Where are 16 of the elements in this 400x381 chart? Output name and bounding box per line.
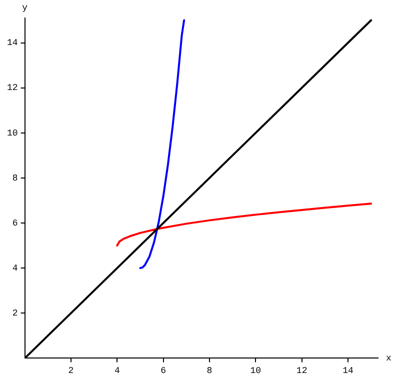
y-tick-label: 4 bbox=[12, 263, 18, 274]
x-axis-title: x bbox=[386, 354, 392, 364]
x-tick-label: 6 bbox=[160, 366, 166, 376]
x-tick-label: 8 bbox=[206, 366, 212, 376]
x-tick-label: 12 bbox=[296, 366, 308, 376]
x-tick-label: 2 bbox=[68, 366, 74, 376]
y-tick-label: 10 bbox=[6, 128, 18, 138]
y-tick-label: 14 bbox=[6, 38, 18, 48]
y-tick-label: 6 bbox=[12, 218, 18, 228]
x-tick-label: 10 bbox=[250, 366, 262, 376]
y-axis-title: y bbox=[22, 2, 28, 13]
y-tick-label: 8 bbox=[12, 173, 18, 184]
x-tick-label: 14 bbox=[342, 366, 354, 376]
x-tick-label: 4 bbox=[114, 366, 120, 376]
y-tick-label: 2 bbox=[12, 308, 18, 319]
y-tick-label: 12 bbox=[6, 83, 18, 94]
